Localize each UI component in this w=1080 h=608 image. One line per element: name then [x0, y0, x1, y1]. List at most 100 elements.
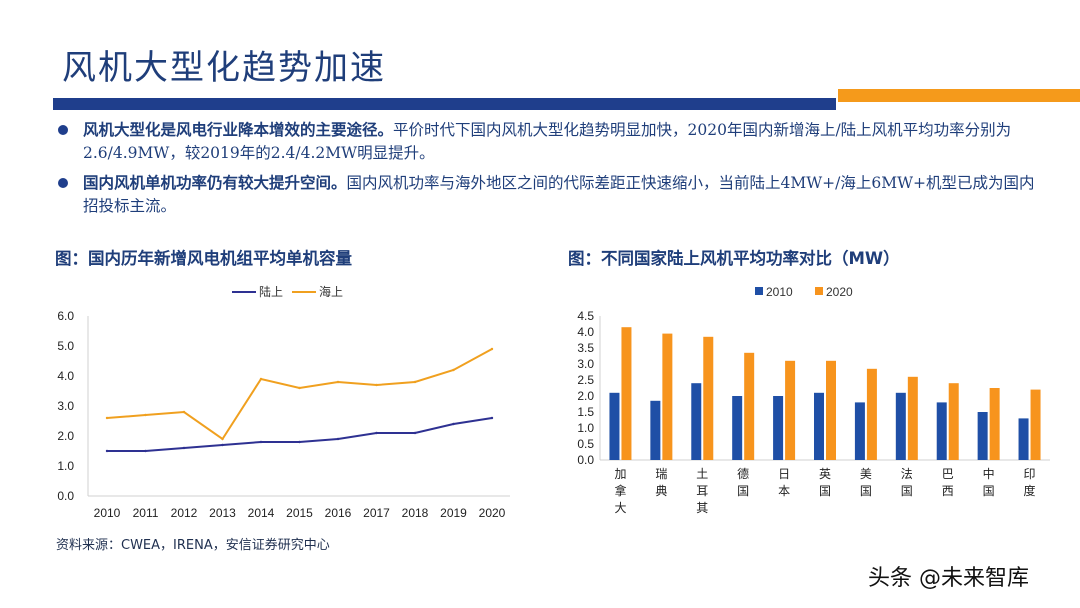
x-tick-char: 中 — [983, 466, 995, 481]
data-point — [413, 380, 417, 384]
x-tick-char: 英 — [819, 467, 831, 481]
data-point — [182, 446, 186, 450]
x-tick-char: 印 — [1024, 467, 1036, 481]
bar-2010 — [895, 392, 906, 460]
x-tick-label: 2020 — [479, 506, 506, 520]
bar-2010 — [977, 412, 988, 460]
x-tick-char: 国 — [737, 484, 749, 498]
x-tick-char: 瑞 — [655, 467, 667, 481]
x-tick-label: 法国 — [901, 467, 913, 498]
data-point — [105, 449, 109, 453]
bar-2010 — [732, 396, 743, 460]
bar-2020 — [866, 368, 877, 460]
x-tick-label: 2010 — [94, 506, 121, 520]
x-tick-char: 耳 — [696, 484, 708, 498]
x-tick-char: 典 — [655, 484, 667, 498]
x-tick-label: 美国 — [860, 467, 872, 498]
x-tick-char: 日 — [778, 467, 790, 481]
title-underline-orange — [838, 89, 1080, 102]
title-underline-blue — [53, 98, 836, 110]
y-tick-label: 4.5 — [577, 309, 594, 323]
line-chart-title: 图：国内历年新增风电机组平均单机容量 — [55, 249, 352, 268]
bullet-text: 平价时代下国内风机大型化趋势明显加快，2020年国内新增海上/陆上风机平均功率分… — [83, 121, 1012, 162]
x-tick-char: 本 — [778, 484, 790, 498]
watermark: 头条 @未来智库 — [868, 566, 1029, 591]
y-tick-label: 0.0 — [57, 489, 74, 503]
x-tick-char: 国 — [860, 484, 872, 498]
data-point — [105, 416, 109, 420]
data-point — [490, 416, 494, 420]
y-tick-label: 3.0 — [57, 399, 74, 413]
x-tick-label: 日本 — [778, 467, 790, 498]
bar-chart: 0.0 0.5 1.0 1.5 2.0 2.5 3.0 3.5 4.0 4.5 加拿大 瑞典 土耳其 德国… — [577, 285, 1050, 515]
legend-swatch — [815, 287, 823, 295]
y-tick-label: 4.0 — [577, 325, 594, 339]
bar-2020 — [907, 376, 918, 460]
data-point — [375, 431, 378, 435]
x-tick-char: 国 — [819, 484, 831, 498]
x-tick-label: 中国 — [983, 466, 995, 498]
data-point — [375, 383, 378, 387]
bullet-lead: 国内风机单机功率仍有较大提升空间。 — [83, 173, 347, 192]
bar-2010 — [1018, 418, 1029, 460]
bullet-dot — [58, 125, 68, 135]
bar-2010 — [814, 392, 824, 460]
x-tick-label: 2011 — [133, 506, 159, 520]
data-point — [452, 422, 455, 426]
data-point — [144, 449, 147, 453]
bar-2020 — [989, 388, 1000, 460]
y-tick-label: 5.0 — [57, 339, 74, 353]
y-tick-label: 2.5 — [577, 373, 594, 387]
x-tick-char: 国 — [901, 484, 913, 498]
y-tick-label: 1.0 — [577, 421, 594, 435]
data-point — [182, 410, 186, 414]
bar-2010 — [691, 383, 702, 460]
x-tick-label: 2016 — [325, 506, 352, 520]
x-tick-char: 巴 — [942, 467, 954, 481]
x-tick-label: 2019 — [440, 506, 467, 520]
bar-2020 — [703, 336, 714, 460]
x-tick-label: 2014 — [248, 506, 275, 520]
legend-label: 海上 — [319, 284, 343, 299]
x-tick-char: 土 — [696, 467, 708, 481]
x-tick-char: 加 — [614, 467, 626, 481]
x-tick-label: 2015 — [286, 506, 313, 520]
data-point — [259, 377, 263, 381]
bar-2020 — [826, 360, 836, 460]
bar-2020 — [744, 352, 755, 460]
bar-2020 — [785, 360, 796, 460]
x-tick-label: 英国 — [819, 467, 831, 498]
data-point — [144, 413, 147, 417]
x-tick-label: 巴西 — [942, 467, 954, 498]
x-tick-label: 土耳其 — [696, 467, 708, 515]
bar-2010 — [609, 392, 620, 460]
data-point — [452, 368, 455, 372]
x-tick-char: 西 — [942, 484, 954, 498]
bar-2010 — [650, 400, 661, 460]
bar-2010 — [773, 396, 784, 460]
line-chart: 0.0 1.0 2.0 3.0 4.0 5.0 6.0 2010 2011 2012 2013 201… — [57, 284, 510, 520]
series-line-2 — [106, 348, 493, 441]
legend-label: 陆上 — [259, 284, 283, 299]
y-tick-label: 4.0 — [57, 369, 74, 383]
bullet-item: 风机大型化是风电行业降本增效的主要途径。平价时代下国内风机大型化趋势明显加快，2… — [56, 118, 1046, 165]
x-tick-label: 2017 — [363, 506, 390, 520]
bullet-text: 国内风机功率与海外地区之间的代际差距正快速缩小，当前陆上4MW+/海上6MW+机… — [83, 174, 1035, 215]
x-tick-char: 法 — [901, 467, 913, 481]
legend-swatch — [755, 287, 763, 295]
y-tick-label: 3.0 — [577, 357, 594, 371]
x-tick-char: 美 — [860, 467, 872, 481]
data-point — [298, 386, 301, 390]
data-point — [221, 443, 224, 447]
y-tick-label: 2.0 — [577, 389, 594, 403]
data-point — [336, 437, 340, 441]
x-tick-char: 大 — [614, 501, 626, 515]
x-tick-label: 2018 — [402, 506, 429, 520]
source-note: 资料来源：CWEA，IRENA，安信证券研究中心 — [56, 538, 330, 553]
y-tick-label: 1.5 — [577, 405, 594, 419]
data-point — [259, 440, 263, 444]
bullet-item: 国内风机单机功率仍有较大提升空间。国内风机功率与海外地区之间的代际差距正快速缩小… — [56, 171, 1046, 218]
x-tick-char: 度 — [1024, 483, 1036, 498]
x-tick-label: 2012 — [171, 506, 198, 520]
x-tick-char: 德 — [737, 466, 749, 481]
